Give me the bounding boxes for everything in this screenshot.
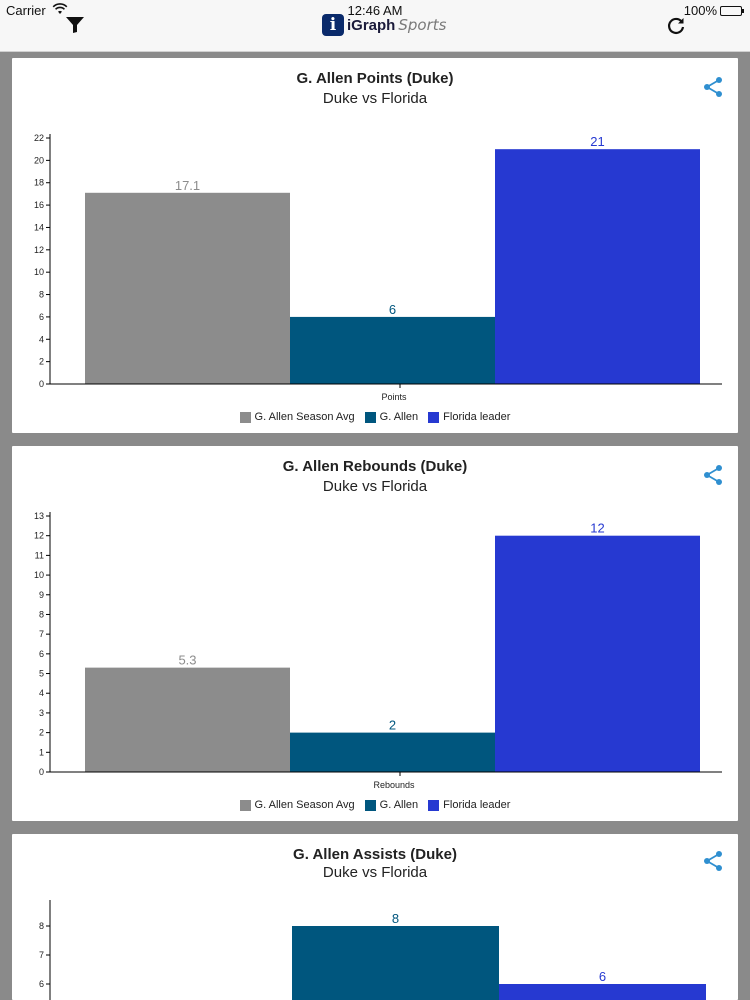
y-tick-label: 6 (39, 979, 44, 989)
clock-label: 12:46 AM (347, 3, 403, 18)
carrier-label: Carrier (6, 3, 46, 18)
y-tick-label: 8 (39, 609, 44, 619)
y-tick-label: 4 (39, 334, 44, 344)
bar-g-allen (290, 316, 495, 384)
battery-icon (720, 5, 744, 16)
y-tick-label: 10 (34, 570, 44, 580)
data-label: 6 (599, 969, 606, 984)
legend-item: G. Allen (364, 799, 419, 811)
chart-title: G. Allen Assists (Duke) (293, 846, 457, 863)
y-tick-label: 7 (39, 629, 44, 639)
y-tick-label: 2 (39, 728, 44, 738)
data-label: 6 (389, 302, 396, 317)
legend-item: G. Allen Season Avg (239, 411, 355, 423)
legend-item: G. Allen (364, 411, 419, 423)
refresh-icon[interactable] (666, 16, 686, 36)
app-logo: i iGraph Sports (322, 12, 446, 38)
chart-card-points: G. Allen Points (Duke) Duke vs Florida 0… (12, 58, 738, 433)
y-tick-label: 0 (39, 767, 44, 777)
y-tick-label: 7 (39, 950, 44, 960)
data-label: 17.1 (175, 178, 200, 193)
legend-swatch (364, 799, 376, 811)
y-tick-label: 16 (34, 200, 44, 210)
points-bar-chart: 0 2 4 6 8 10 12 14 16 18 20 22 17.1 6 21 Points (34, 133, 722, 402)
y-tick-label: 4 (39, 688, 44, 698)
logo-mark: i (322, 14, 344, 36)
y-tick-label: 6 (39, 312, 44, 322)
logo-text-light: Sports (398, 16, 447, 34)
y-tick-label: 12 (34, 245, 44, 255)
data-label: 12 (590, 521, 604, 536)
logo-text-bold: iGraph (347, 16, 396, 34)
share-icon[interactable] (702, 76, 724, 98)
chart-legend: G. Allen Season Avg G. Allen Florida leade… (12, 411, 738, 423)
legend-swatch (239, 799, 251, 811)
filter-icon[interactable] (65, 16, 85, 34)
data-label: 5.3 (178, 653, 196, 668)
y-tick-label: 22 (34, 133, 44, 143)
data-label: 21 (590, 134, 604, 149)
data-label: 2 (389, 718, 396, 733)
y-tick-label: 0 (39, 379, 44, 389)
x-axis-label: Rebounds (373, 780, 415, 790)
y-tick-label: 18 (34, 178, 44, 188)
legend-item: Florida leader (428, 799, 510, 811)
legend-swatch (428, 411, 440, 423)
legend-label: Florida leader (443, 411, 511, 423)
chart-card-assists: G. Allen Assists (Duke) Duke vs Florida … (12, 834, 738, 1000)
legend-swatch (428, 799, 440, 811)
y-tick-label: 2 (39, 357, 44, 367)
share-icon[interactable] (702, 850, 724, 872)
y-tick-label: 20 (34, 155, 44, 165)
wifi-icon (52, 3, 68, 14)
legend-label: G. Allen (379, 799, 419, 811)
navigation-bar: Carrier 12:46 AM 100% i iGraph Sports (0, 0, 750, 52)
y-tick-label: 8 (39, 290, 44, 300)
chart-subtitle: Duke vs Florida (322, 90, 428, 107)
legend-label: G. Allen (379, 411, 419, 423)
chart-subtitle: Duke vs Florida (322, 478, 428, 495)
legend-label: G. Allen Season Avg (254, 799, 355, 811)
battery-percent: 100% (683, 3, 717, 18)
y-tick-label: 14 (34, 222, 44, 232)
chart-card-rebounds: G. Allen Rebounds (Duke) Duke vs Florida… (12, 446, 738, 821)
y-tick-label: 3 (39, 708, 44, 718)
legend-swatch (364, 411, 376, 423)
chart-title: G. Allen Points (Duke) (296, 70, 454, 87)
y-tick-label: 5 (39, 669, 44, 679)
bar-florida-leader (495, 535, 700, 772)
assists-bar-chart: 6 7 8 8 6 (39, 900, 706, 1000)
y-tick-label: 8 (39, 921, 44, 931)
x-axis-label: Points (381, 392, 407, 402)
data-label: 8 (392, 911, 399, 926)
y-tick-label: 9 (39, 590, 44, 600)
bar-g-allen-season-avg (85, 192, 290, 384)
share-icon[interactable] (702, 464, 724, 486)
legend-label: G. Allen Season Avg (254, 411, 355, 423)
y-tick-label: 6 (39, 649, 44, 659)
bar-g-allen-season-avg (85, 667, 290, 772)
chart-title: G. Allen Rebounds (Duke) (282, 458, 468, 475)
bar-g-allen (292, 926, 499, 1000)
battery-indicator: 100% (683, 3, 744, 18)
legend-swatch (239, 411, 251, 423)
y-tick-label: 10 (34, 267, 44, 277)
chart-legend: G. Allen Season Avg G. Allen Florida leade… (12, 799, 738, 811)
bar-florida-leader (499, 984, 706, 1000)
bar-g-allen (290, 732, 495, 772)
legend-item: Florida leader (428, 411, 510, 423)
y-tick-label: 1 (39, 747, 44, 757)
bar-florida-leader (495, 149, 700, 384)
chart-subtitle: Duke vs Florida (322, 864, 428, 881)
y-tick-label: 13 (34, 511, 44, 521)
y-tick-label: 12 (34, 531, 44, 541)
y-tick-label: 11 (35, 550, 44, 560)
legend-label: Florida leader (443, 799, 511, 811)
legend-item: G. Allen Season Avg (239, 799, 355, 811)
